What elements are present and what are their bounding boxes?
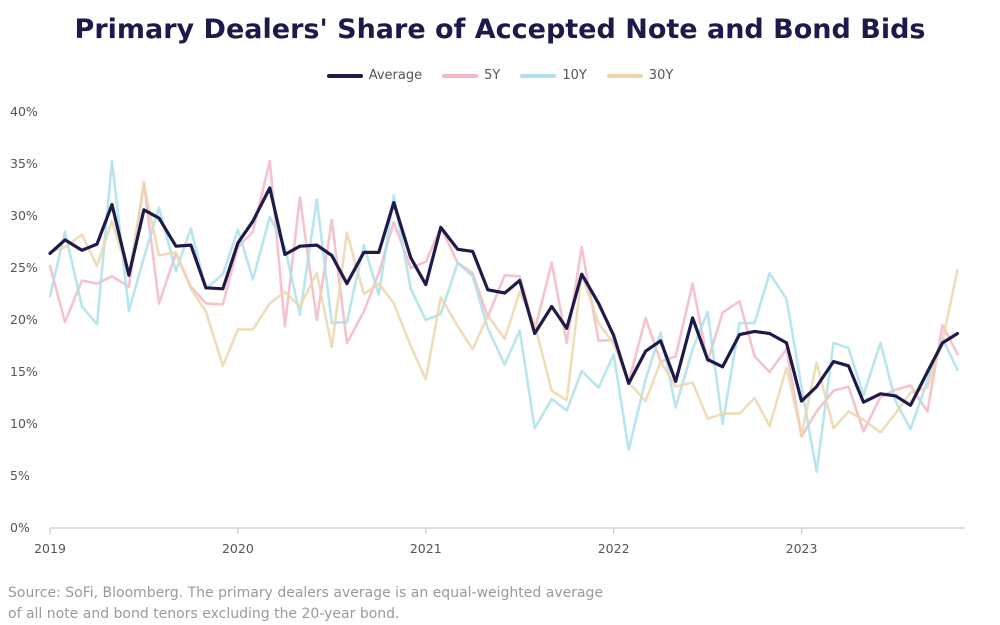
legend-label-30y: 30Y [648,68,674,83]
y-tick-label: 35% [10,156,38,171]
legend-item-average: Average [326,68,423,83]
y-tick-label: 40% [10,104,38,119]
legend-swatch-30y [606,73,643,78]
x-tick-label: 2020 [222,541,254,556]
x-tick-label: 2021 [410,541,442,556]
x-tick-label: 2019 [34,541,66,556]
x-tick-label: 2023 [786,541,818,556]
y-tick-label: 20% [10,312,38,327]
series-line-10y [48,159,959,474]
chart-legend: Average 5Y 10Y 30Y [0,68,1000,83]
y-tick-label: 30% [10,208,38,223]
legend-label-10y: 10Y [562,68,587,83]
legend-label-average: Average [368,68,423,83]
series-line-5y [48,159,959,438]
y-tick-label: 10% [10,416,38,431]
legend-swatch-average [326,73,363,78]
legend-item-30y: 30Y [606,68,674,83]
x-tick-label: 2022 [598,541,630,556]
legend-swatch-10y [520,73,557,78]
series-line-average [48,186,960,407]
chart-title: Primary Dealers' Share of Accepted Note … [74,14,926,45]
legend-swatch-5y [442,73,479,78]
source-line-2: of all note and bond tenors excluding th… [8,606,400,622]
source-line-1: Source: SoFi, Bloomberg. The primary dea… [8,585,604,601]
y-tick-label: 0% [10,520,30,535]
legend-item-5y: 5Y [442,68,500,83]
series-line-30y [48,183,959,436]
y-tick-label: 25% [10,260,38,275]
legend-item-10y: 10Y [520,68,587,83]
source-note: Source: SoFi, Bloomberg. The primary dea… [8,583,688,625]
y-tick-label: 5% [10,468,30,483]
legend-label-5y: 5Y [484,68,501,83]
y-tick-label: 15% [10,364,38,379]
